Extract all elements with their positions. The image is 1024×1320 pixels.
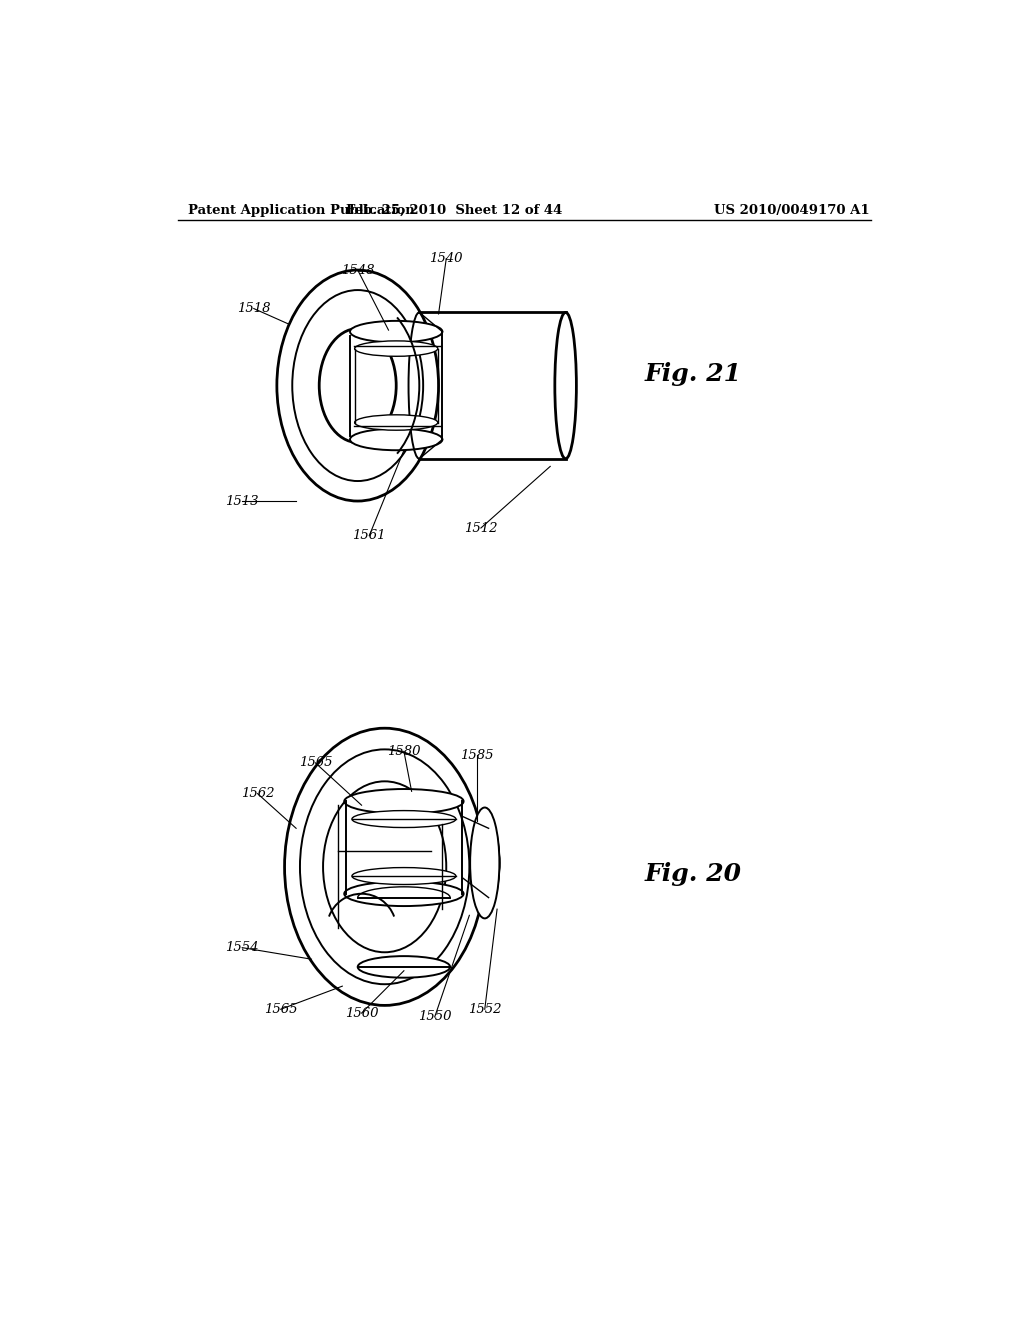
Ellipse shape (555, 313, 577, 459)
Text: 1580: 1580 (387, 744, 421, 758)
Text: 1585: 1585 (461, 748, 494, 762)
Text: 1513: 1513 (225, 495, 259, 508)
Text: 1540: 1540 (429, 252, 463, 265)
Text: Patent Application Publication: Patent Application Publication (188, 205, 415, 218)
Ellipse shape (357, 956, 451, 978)
Text: 1548: 1548 (341, 264, 375, 277)
Text: 1565: 1565 (264, 1003, 297, 1016)
Text: 1554: 1554 (225, 941, 259, 954)
Ellipse shape (470, 808, 500, 919)
Ellipse shape (352, 810, 456, 828)
Ellipse shape (344, 882, 464, 906)
Ellipse shape (350, 321, 442, 342)
Text: 1560: 1560 (345, 1007, 378, 1019)
Ellipse shape (354, 414, 438, 430)
Text: US 2010/0049170 A1: US 2010/0049170 A1 (714, 205, 869, 218)
Ellipse shape (352, 867, 456, 884)
Text: 1552: 1552 (468, 1003, 502, 1016)
Text: 1518: 1518 (237, 302, 270, 315)
Ellipse shape (470, 821, 500, 904)
Text: Fig. 21: Fig. 21 (644, 362, 741, 385)
Ellipse shape (350, 429, 442, 450)
Text: 1512: 1512 (464, 521, 498, 535)
Text: Feb. 25, 2010  Sheet 12 of 44: Feb. 25, 2010 Sheet 12 of 44 (346, 205, 562, 218)
Ellipse shape (344, 789, 464, 813)
Ellipse shape (470, 814, 500, 911)
Text: 1562: 1562 (241, 787, 274, 800)
Text: 1561: 1561 (352, 529, 386, 543)
Ellipse shape (470, 829, 500, 898)
Text: 1565: 1565 (299, 756, 332, 770)
Text: Fig. 20: Fig. 20 (644, 862, 741, 887)
Ellipse shape (354, 341, 438, 356)
Text: 1550: 1550 (418, 1010, 452, 1023)
